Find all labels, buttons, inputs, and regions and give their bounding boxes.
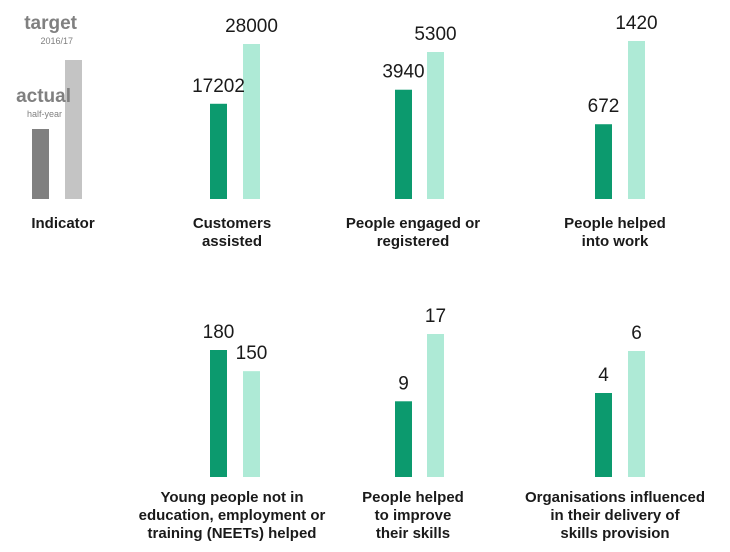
actual-value-label: 17202 <box>192 76 245 97</box>
actual-bar <box>395 89 412 199</box>
indicator-caption: People helped <box>362 489 464 506</box>
actual-bar <box>595 124 612 199</box>
actual-value-label: 4 <box>598 365 609 386</box>
actual-bar <box>595 393 612 477</box>
target-bar <box>427 52 444 199</box>
indicator-label: Indicator <box>31 215 95 232</box>
legend-target-label: target <box>24 13 77 34</box>
indicator-caption: training (NEETs) helped <box>148 525 317 542</box>
legend: target 2016/17 actual half-year Indicato… <box>16 13 95 232</box>
actual-value-label: 9 <box>398 373 409 394</box>
legend-actual-bar <box>32 129 49 199</box>
target-value-label: 6 <box>631 323 642 344</box>
indicator-caption: People engaged or <box>346 215 480 232</box>
target-value-label: 150 <box>236 343 268 364</box>
target-bar <box>427 334 444 477</box>
legend-target-sub: 2016/17 <box>40 36 73 46</box>
indicator-caption: People helped <box>564 215 666 232</box>
indicator-caption: Organisations influenced <box>525 489 705 506</box>
indicator-caption: assisted <box>202 233 262 250</box>
actual-bar <box>210 103 227 199</box>
indicator-caption: their skills <box>376 525 450 542</box>
indicator-caption: registered <box>377 233 450 250</box>
target-value-label: 28000 <box>225 16 278 37</box>
target-value-label: 1420 <box>615 13 657 34</box>
indicator-caption: Customers <box>193 215 271 232</box>
legend-actual-label: actual <box>16 86 71 107</box>
target-bar <box>628 41 645 199</box>
indicator-caption: skills provision <box>560 525 669 542</box>
indicator-caption: in their delivery of <box>550 507 680 524</box>
target-value-label: 5300 <box>414 24 456 45</box>
legend-actual-sub: half-year <box>27 109 62 119</box>
indicator-caption: to improve <box>375 507 452 524</box>
indicator-caption: into work <box>582 233 649 250</box>
actual-value-label: 180 <box>203 322 235 343</box>
target-bar <box>628 351 645 477</box>
legend-target-bar <box>65 60 82 199</box>
actual-value-label: 3940 <box>382 62 424 83</box>
indicator-caption: education, employment or <box>139 507 326 524</box>
target-value-label: 17 <box>425 306 446 327</box>
actual-bar <box>210 350 227 477</box>
actual-value-label: 672 <box>588 96 620 117</box>
target-bar <box>243 44 260 199</box>
indicator-caption: Young people not in <box>160 489 303 506</box>
target-bar <box>243 371 260 477</box>
actual-bar <box>395 401 412 477</box>
